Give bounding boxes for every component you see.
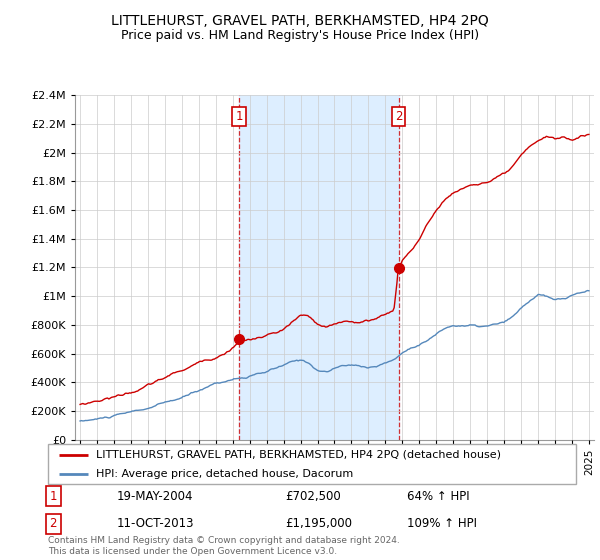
Bar bbox=[239, 95, 398, 440]
Text: 64% ↑ HPI: 64% ↑ HPI bbox=[407, 490, 470, 503]
Text: Contains HM Land Registry data © Crown copyright and database right 2024.
This d: Contains HM Land Registry data © Crown c… bbox=[48, 536, 400, 556]
Text: Price paid vs. HM Land Registry's House Price Index (HPI): Price paid vs. HM Land Registry's House … bbox=[121, 29, 479, 42]
Text: 19-MAY-2004: 19-MAY-2004 bbox=[116, 490, 193, 503]
Text: 1: 1 bbox=[235, 110, 243, 123]
Text: 2: 2 bbox=[395, 110, 403, 123]
Text: 11-OCT-2013: 11-OCT-2013 bbox=[116, 517, 194, 530]
Text: £702,500: £702,500 bbox=[286, 490, 341, 503]
Text: 2: 2 bbox=[50, 517, 57, 530]
Text: 109% ↑ HPI: 109% ↑ HPI bbox=[407, 517, 477, 530]
Text: 1: 1 bbox=[50, 490, 57, 503]
Text: LITTLEHURST, GRAVEL PATH, BERKHAMSTED, HP4 2PQ: LITTLEHURST, GRAVEL PATH, BERKHAMSTED, H… bbox=[111, 14, 489, 28]
Text: HPI: Average price, detached house, Dacorum: HPI: Average price, detached house, Daco… bbox=[95, 469, 353, 478]
Text: LITTLEHURST, GRAVEL PATH, BERKHAMSTED, HP4 2PQ (detached house): LITTLEHURST, GRAVEL PATH, BERKHAMSTED, H… bbox=[95, 450, 500, 460]
FancyBboxPatch shape bbox=[48, 444, 576, 484]
Text: £1,195,000: £1,195,000 bbox=[286, 517, 353, 530]
